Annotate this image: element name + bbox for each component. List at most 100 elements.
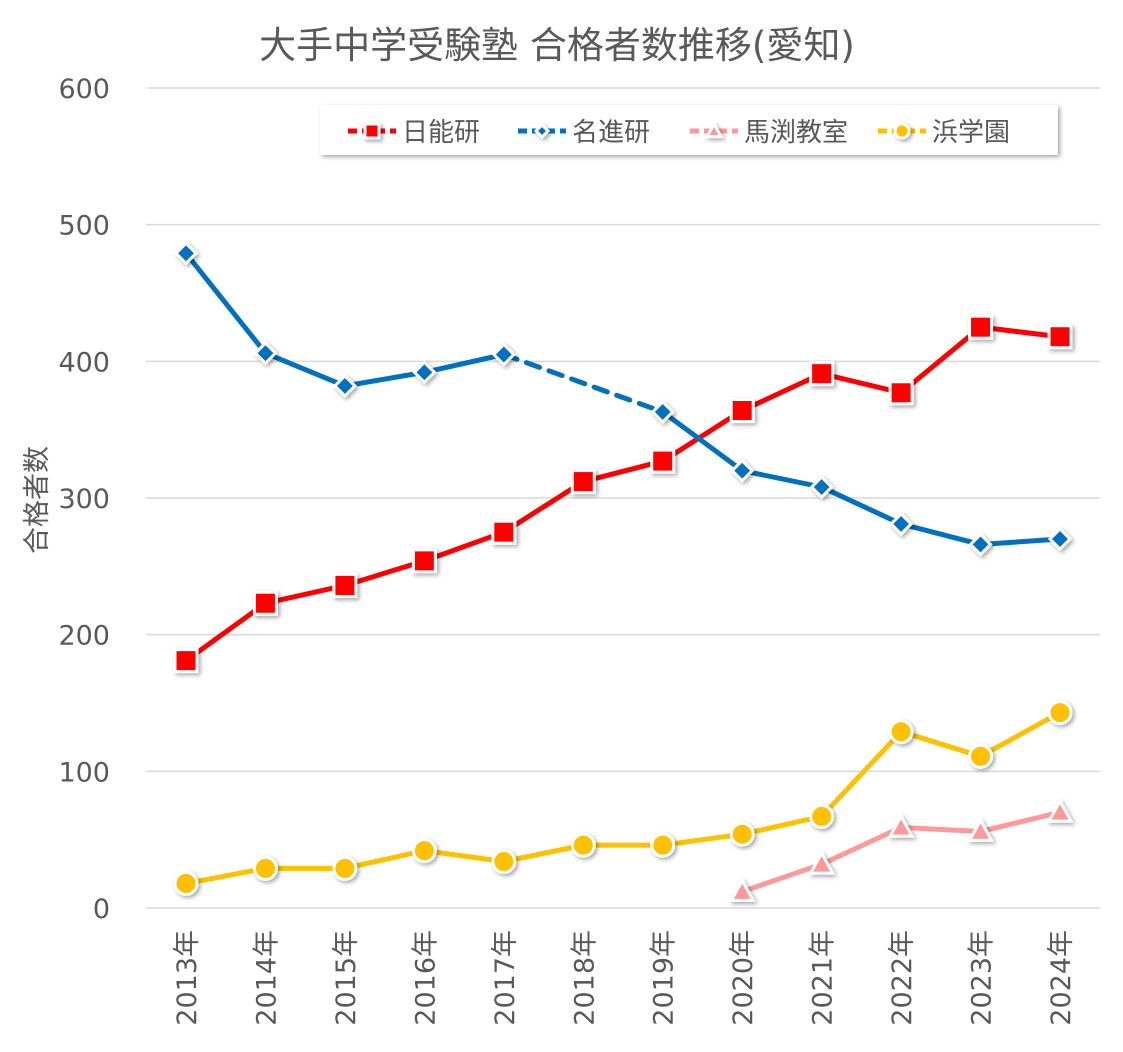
data-point-triangle xyxy=(704,120,724,139)
data-point-square xyxy=(570,469,596,495)
y-tick-label: 0 xyxy=(93,894,110,925)
x-tick-label: 2024年 xyxy=(1046,930,1077,1026)
data-point-circle xyxy=(650,832,676,858)
series-line-segment xyxy=(819,729,904,819)
data-point-square xyxy=(729,398,755,424)
series-line-segment xyxy=(898,824,984,834)
data-point-circle xyxy=(332,855,358,881)
series-line-segment xyxy=(978,710,1063,759)
data-point-circle xyxy=(173,870,199,896)
data-point-diamond xyxy=(173,241,199,266)
series-line-segment xyxy=(978,536,1063,547)
x-tick-label: 2013年 xyxy=(172,930,203,1026)
x-tick-label: 2019年 xyxy=(649,930,680,1026)
legend-label: 馬渕教室 xyxy=(744,118,848,148)
data-point-diamond xyxy=(533,122,551,140)
series-line-segment xyxy=(183,865,268,886)
series-line-segment xyxy=(660,408,745,464)
data-point-triangle xyxy=(887,813,915,838)
data-point-circle xyxy=(1047,700,1073,726)
series-line-segment xyxy=(262,582,348,606)
x-tick-label: 2014年 xyxy=(251,930,282,1026)
legend-label: 名進研 xyxy=(572,118,650,148)
data-point-triangle xyxy=(808,850,836,875)
x-tick-label: 2020年 xyxy=(728,930,759,1026)
data-point-circle xyxy=(252,855,278,881)
x-tick-label: 2016年 xyxy=(410,930,441,1026)
data-point-diamond xyxy=(650,399,675,425)
series-line-segment xyxy=(421,529,507,564)
series-line-segment xyxy=(580,458,666,485)
data-point-circle xyxy=(888,719,914,745)
data-point-circle xyxy=(491,849,517,875)
series-line-segment xyxy=(819,484,904,527)
data-point-circle xyxy=(729,821,755,847)
series-line-segment xyxy=(898,729,984,759)
data-point-circle xyxy=(411,838,437,864)
series-line-segment xyxy=(342,848,427,871)
y-tick-label: 300 xyxy=(58,484,110,515)
y-axis-label: 合格者数 xyxy=(22,446,53,554)
data-point-triangle xyxy=(966,817,995,842)
data-point-diamond xyxy=(491,342,516,367)
x-tick-label: 2015年 xyxy=(331,930,362,1026)
data-point-diamond xyxy=(730,458,755,483)
series-line-segment xyxy=(739,861,825,895)
data-point-diamond xyxy=(888,511,914,537)
data-point-triangle xyxy=(1046,798,1074,823)
series-line-segment xyxy=(739,468,825,490)
series-line-segment xyxy=(342,558,427,588)
data-point-square xyxy=(411,548,437,574)
series-line-segment xyxy=(819,371,904,396)
series-line-segment xyxy=(819,824,904,867)
y-tick-label: 600 xyxy=(58,74,110,105)
legend-label: 浜学園 xyxy=(932,118,1010,148)
data-point-square xyxy=(332,572,358,598)
series-line-segment xyxy=(262,350,348,389)
x-tick-label: 2017年 xyxy=(490,930,521,1026)
series-line-segment xyxy=(421,352,507,375)
series-line-segment xyxy=(978,809,1063,834)
data-point-diamond xyxy=(809,474,834,500)
x-tick-label: 2023年 xyxy=(967,930,998,1026)
series-line-segment xyxy=(739,813,825,837)
series-line-segment xyxy=(739,371,825,414)
series-line-segment xyxy=(342,369,427,389)
x-tick-label: 2018年 xyxy=(569,930,600,1026)
data-point-circle xyxy=(809,803,835,829)
data-point-diamond xyxy=(253,341,278,366)
chart-title: 大手中学受験塾 合格者数推移(愛知) xyxy=(259,24,855,67)
data-point-square xyxy=(809,361,835,387)
data-point-diamond xyxy=(412,360,437,385)
data-point-circle xyxy=(893,122,911,140)
data-point-triangle xyxy=(728,877,756,902)
series-line-segment xyxy=(501,479,586,535)
data-point-diamond xyxy=(968,532,993,557)
data-point-square xyxy=(1047,324,1073,350)
series-line-segment xyxy=(183,600,268,664)
series-line-segment xyxy=(978,324,1063,340)
data-point-square xyxy=(888,380,914,406)
legend-label: 日能研 xyxy=(402,118,480,148)
data-point-circle xyxy=(570,832,596,858)
x-tick-label: 2022年 xyxy=(887,930,918,1026)
series-line-segment xyxy=(660,831,745,848)
y-tick-label: 400 xyxy=(58,347,110,378)
series-line-segment xyxy=(501,352,666,415)
data-point-square xyxy=(650,448,676,474)
series-line-segment xyxy=(183,250,268,356)
data-point-square xyxy=(252,590,278,616)
legend-box xyxy=(320,105,1058,155)
data-point-diamond xyxy=(1047,526,1073,552)
series-line-segment xyxy=(660,409,745,474)
series-line-segment xyxy=(501,842,586,865)
data-point-square xyxy=(491,519,517,545)
data-point-square xyxy=(173,648,199,674)
series-line-segment xyxy=(898,324,984,396)
data-point-diamond xyxy=(332,373,358,399)
series-line-segment xyxy=(898,521,984,547)
data-point-square xyxy=(968,314,994,340)
x-tick-label: 2021年 xyxy=(808,930,839,1026)
